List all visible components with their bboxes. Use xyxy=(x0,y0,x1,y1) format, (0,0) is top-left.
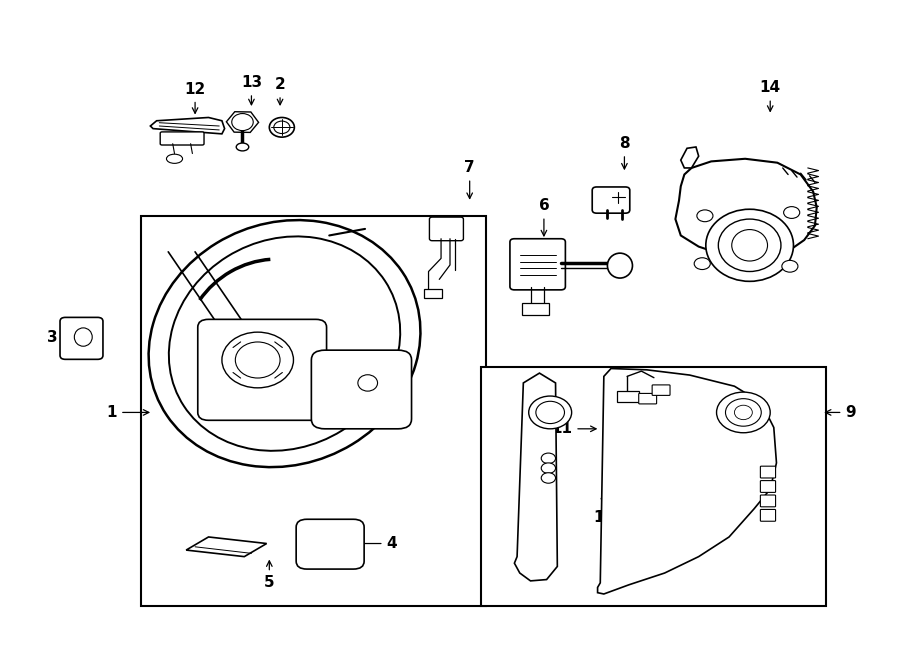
Text: 6: 6 xyxy=(538,198,549,236)
Text: 10: 10 xyxy=(593,493,615,525)
Text: 1: 1 xyxy=(106,405,148,420)
FancyBboxPatch shape xyxy=(760,510,776,522)
Bar xyxy=(482,367,825,605)
Polygon shape xyxy=(598,369,777,594)
FancyBboxPatch shape xyxy=(522,303,549,315)
Ellipse shape xyxy=(734,405,752,420)
FancyBboxPatch shape xyxy=(510,239,565,290)
Ellipse shape xyxy=(784,207,800,218)
Ellipse shape xyxy=(222,332,293,388)
Polygon shape xyxy=(680,147,698,168)
Ellipse shape xyxy=(169,237,400,451)
Text: 5: 5 xyxy=(264,561,274,590)
Ellipse shape xyxy=(358,375,378,391)
Ellipse shape xyxy=(75,328,92,346)
Ellipse shape xyxy=(725,399,761,426)
Polygon shape xyxy=(675,159,816,260)
Ellipse shape xyxy=(718,219,781,272)
Text: 7: 7 xyxy=(464,161,475,198)
FancyBboxPatch shape xyxy=(760,481,776,492)
Ellipse shape xyxy=(697,210,713,221)
FancyBboxPatch shape xyxy=(311,350,411,429)
FancyBboxPatch shape xyxy=(617,391,639,402)
Circle shape xyxy=(541,453,555,463)
Ellipse shape xyxy=(706,210,794,282)
Ellipse shape xyxy=(716,392,770,433)
Text: 12: 12 xyxy=(184,82,206,113)
FancyBboxPatch shape xyxy=(160,132,204,145)
Circle shape xyxy=(541,463,555,473)
Ellipse shape xyxy=(232,114,253,131)
FancyBboxPatch shape xyxy=(429,217,464,241)
Text: 4: 4 xyxy=(356,536,397,551)
FancyBboxPatch shape xyxy=(639,393,657,404)
FancyBboxPatch shape xyxy=(760,495,776,507)
Bar xyxy=(141,215,486,605)
Ellipse shape xyxy=(166,154,183,163)
Ellipse shape xyxy=(235,342,280,378)
Ellipse shape xyxy=(148,220,420,467)
Polygon shape xyxy=(150,118,225,134)
FancyBboxPatch shape xyxy=(424,290,442,298)
Ellipse shape xyxy=(782,260,798,272)
Ellipse shape xyxy=(236,143,248,151)
Polygon shape xyxy=(186,537,266,557)
Text: 8: 8 xyxy=(619,136,630,169)
Ellipse shape xyxy=(528,396,572,429)
Text: 9: 9 xyxy=(825,405,856,420)
FancyBboxPatch shape xyxy=(592,187,630,214)
FancyBboxPatch shape xyxy=(760,466,776,478)
FancyBboxPatch shape xyxy=(652,385,670,395)
Ellipse shape xyxy=(694,258,710,270)
Ellipse shape xyxy=(274,121,290,134)
Circle shape xyxy=(541,473,555,483)
Ellipse shape xyxy=(536,401,564,424)
Text: 3: 3 xyxy=(47,330,81,344)
FancyBboxPatch shape xyxy=(296,520,364,569)
Ellipse shape xyxy=(269,118,294,137)
Polygon shape xyxy=(515,373,557,581)
Ellipse shape xyxy=(732,229,768,261)
Ellipse shape xyxy=(608,253,633,278)
Text: 13: 13 xyxy=(241,75,262,105)
FancyBboxPatch shape xyxy=(198,319,327,420)
Text: 11: 11 xyxy=(552,421,596,436)
Text: 2: 2 xyxy=(274,77,285,105)
FancyBboxPatch shape xyxy=(60,317,103,360)
Text: 14: 14 xyxy=(760,81,781,111)
